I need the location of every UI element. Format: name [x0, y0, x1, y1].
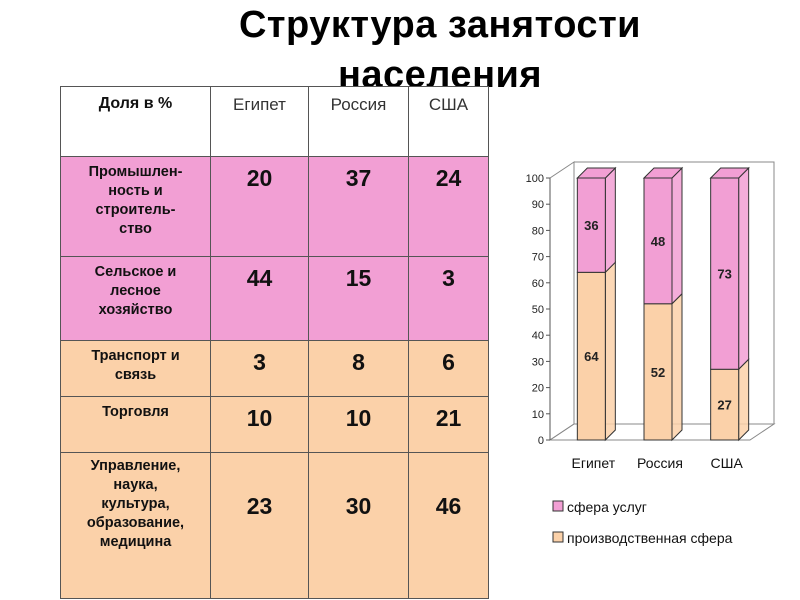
category-label: Египет — [572, 455, 616, 471]
table-row: Транспорт и связь 3 8 6 — [60, 340, 489, 397]
row-label-industry: Промышлен- ность и строитель- ство — [60, 156, 211, 257]
data-label: 36 — [584, 218, 598, 233]
cell-value: 15 — [308, 256, 409, 341]
bar-segment — [710, 177, 740, 370]
row-label-agriculture: Сельское и лесное хозяйство — [60, 256, 211, 341]
y-tick-label: 100 — [526, 173, 544, 185]
cell-value: 24 — [408, 156, 489, 257]
data-label: 27 — [717, 398, 731, 413]
page-title: Структура занятости населения — [180, 0, 700, 100]
cell-value: 3 — [210, 340, 309, 397]
row-label-services: Управление, наука, культура, образование… — [60, 452, 211, 599]
legend-swatch — [552, 500, 564, 512]
y-tick-label: 90 — [532, 199, 544, 211]
legend-label: сфера услуг — [567, 499, 647, 515]
cell-value: 10 — [308, 396, 409, 453]
chart-floor — [548, 423, 776, 441]
cell-value: 3 — [408, 256, 489, 341]
table-row: Промышлен- ность и строитель- ство 20 37… — [60, 156, 489, 257]
data-label: 48 — [651, 234, 665, 249]
table-row: Сельское и лесное хозяйство 44 15 3 — [60, 256, 489, 341]
category-label: США — [711, 455, 744, 471]
legend-label: производственная сфера — [567, 530, 733, 546]
cell-value: 6 — [408, 340, 489, 397]
bar-segment-side — [738, 166, 750, 371]
header-egypt: Египет — [210, 86, 309, 157]
employment-table: Доля в % Египет Россия США Промышлен- но… — [60, 86, 489, 599]
cell-value: 21 — [408, 396, 489, 453]
data-label: 73 — [717, 267, 731, 282]
title-line-1: Структура занятости — [238, 4, 642, 46]
cell-value: 30 — [308, 452, 409, 599]
bar-top — [709, 167, 750, 179]
bar-segment-side — [604, 166, 616, 274]
row-label-trade: Торговля — [60, 396, 211, 453]
cell-value: 46 — [408, 452, 489, 599]
bar-segment-side — [671, 166, 683, 305]
y-tick-label: 30 — [532, 356, 544, 368]
bar-segment-side — [671, 292, 683, 442]
y-tick-label: 0 — [538, 435, 544, 447]
header-usa: США — [408, 86, 489, 157]
bar-top — [642, 167, 684, 179]
cell-value: 8 — [308, 340, 409, 397]
category-label: Россия — [637, 455, 683, 471]
cell-value: 44 — [210, 256, 309, 341]
y-tick-label: 70 — [532, 252, 544, 264]
cell-value: 20 — [210, 156, 309, 257]
bar-segment — [710, 368, 740, 441]
table-header-row: Доля в % Египет Россия США — [60, 86, 489, 157]
legend-swatch — [552, 531, 564, 543]
table-row: Торговля 10 10 21 — [60, 396, 489, 453]
bar-segment — [576, 177, 606, 273]
data-label: 52 — [651, 365, 665, 380]
y-tick-label: 10 — [532, 409, 544, 421]
bar-segment-side — [604, 261, 616, 442]
y-tick-label: 40 — [532, 330, 544, 342]
table-row: Управление, наука, культура, образование… — [60, 452, 489, 599]
cell-value: 23 — [210, 452, 309, 599]
header-share: Доля в % — [60, 86, 211, 157]
side-wall — [549, 161, 575, 441]
bar-segment — [643, 303, 673, 441]
y-tick-label: 50 — [532, 304, 544, 316]
bar-segment-side — [738, 358, 750, 442]
stacked-bar-chart: 0 10 20 30 40 50 60 70 80 90 100 64 36 Египет 52 48 Росс… — [526, 161, 776, 546]
cell-value: 10 — [210, 396, 309, 453]
y-tick-label: 80 — [532, 225, 544, 237]
data-label: 64 — [584, 349, 599, 364]
cell-value: 37 — [308, 156, 409, 257]
y-tick-label: 60 — [532, 278, 544, 290]
header-russia: Россия — [308, 86, 409, 157]
bar-segment — [576, 271, 606, 441]
row-label-transport: Транспорт и связь — [60, 340, 211, 397]
y-tick-label: 20 — [532, 383, 544, 395]
bar-top — [576, 167, 617, 179]
